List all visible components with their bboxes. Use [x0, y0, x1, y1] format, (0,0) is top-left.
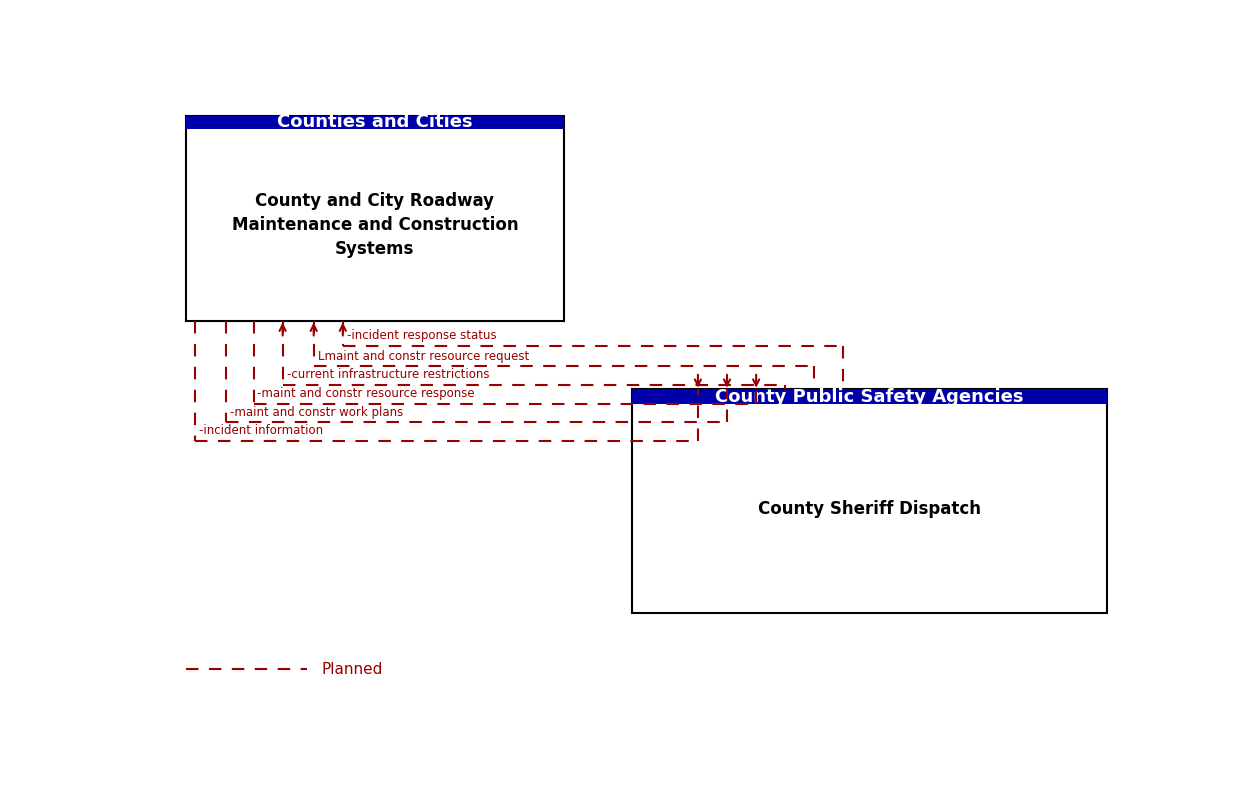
Text: -maint and constr resource response: -maint and constr resource response: [258, 387, 475, 400]
Bar: [185, 116, 563, 321]
Text: Planned: Planned: [322, 662, 383, 677]
Text: County and City Roadway
Maintenance and Construction
Systems: County and City Roadway Maintenance and …: [232, 192, 518, 258]
Text: Lmaint and constr resource request: Lmaint and constr resource request: [318, 350, 528, 363]
Text: -incident response status: -incident response status: [347, 329, 496, 342]
Text: -maint and constr work plans: -maint and constr work plans: [230, 406, 403, 419]
Text: -current infrastructure restrictions: -current infrastructure restrictions: [287, 368, 490, 381]
Text: -incident information: -incident information: [199, 424, 323, 437]
Bar: [632, 389, 1107, 404]
Bar: [185, 116, 563, 129]
Text: County Sheriff Dispatch: County Sheriff Dispatch: [759, 499, 982, 518]
Text: Counties and Cities: Counties and Cities: [277, 113, 473, 131]
Bar: [632, 389, 1107, 613]
Text: County Public Safety Agencies: County Public Safety Agencies: [715, 388, 1024, 406]
